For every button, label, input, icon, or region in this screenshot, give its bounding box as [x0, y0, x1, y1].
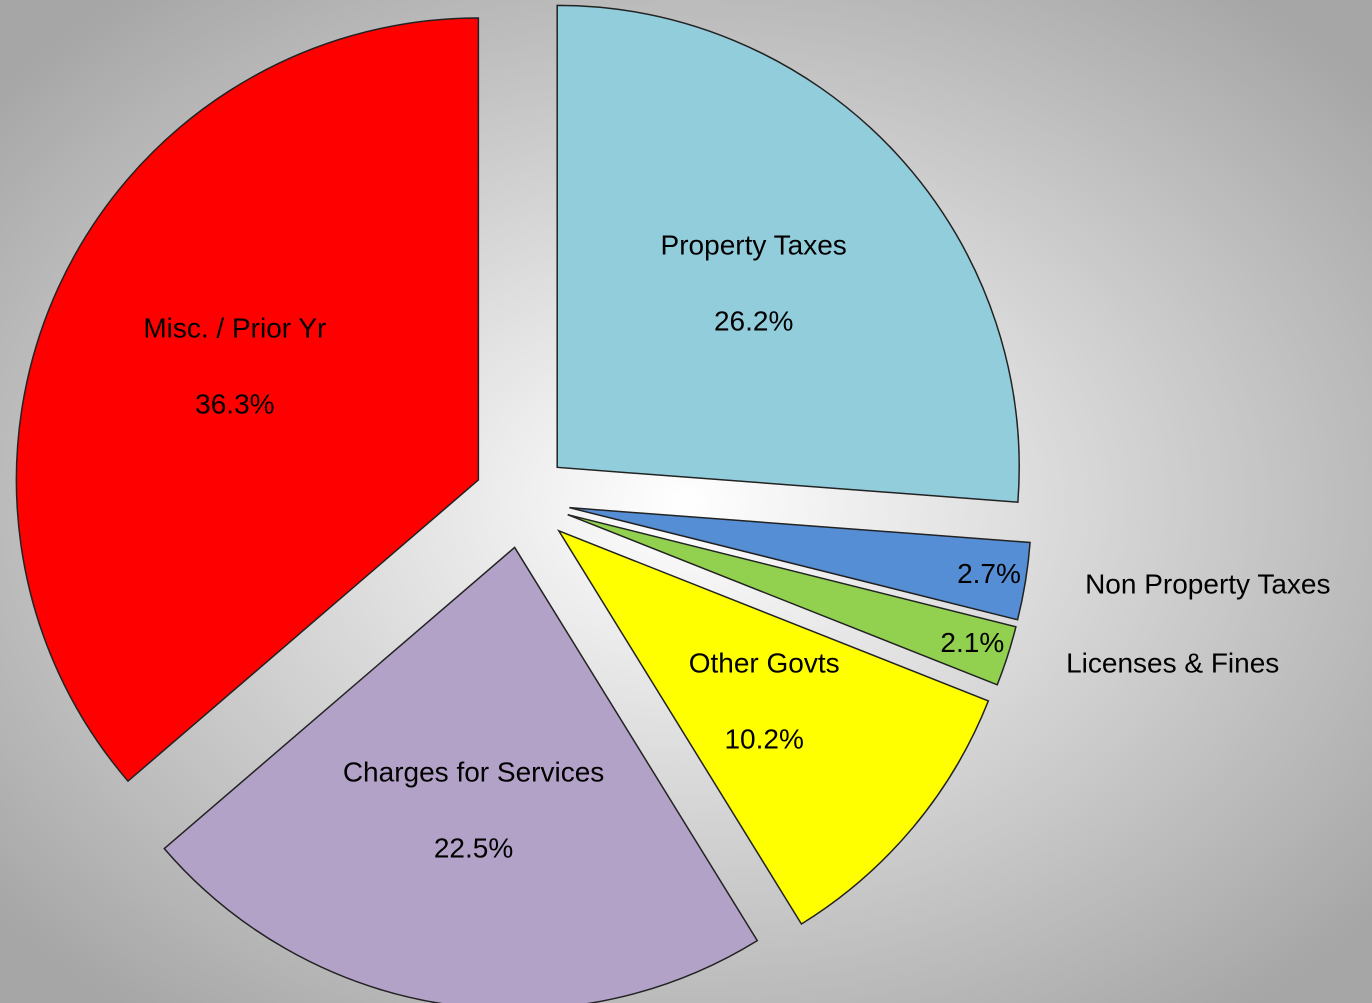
value-label: 10.2%: [724, 723, 803, 754]
slice: [163, 546, 759, 1003]
slice-label: Licenses & Fines: [1066, 648, 1279, 679]
slice-label: Property Taxes: [661, 230, 847, 261]
slice-label: Non Property Taxes: [1085, 569, 1330, 600]
slice: [556, 4, 1020, 503]
slice-label: Charges for Services: [343, 757, 604, 788]
slice-label: Other Govts: [689, 647, 840, 678]
slice: [556, 529, 990, 926]
value-label: 22.5%: [434, 833, 513, 864]
slice: [567, 513, 1017, 686]
value-label: 2.1%: [940, 627, 1004, 658]
value-label: 26.2%: [714, 306, 793, 337]
slice: [569, 506, 1031, 621]
slice-label: Misc. / Prior Yr: [143, 313, 326, 344]
slice: [15, 17, 480, 783]
value-label: 2.7%: [957, 558, 1021, 589]
value-label: 36.3%: [195, 389, 274, 420]
